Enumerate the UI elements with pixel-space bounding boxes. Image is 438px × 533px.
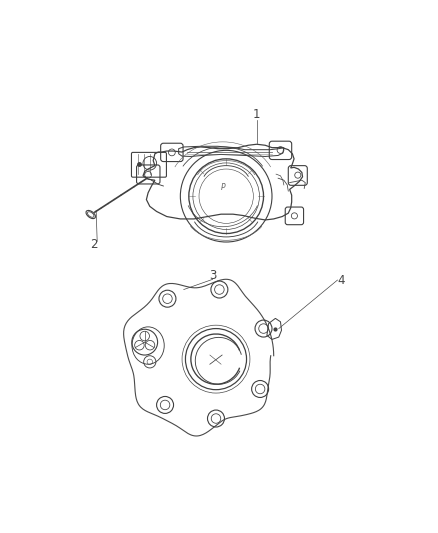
Text: 1: 1 (253, 108, 261, 121)
Text: 2: 2 (90, 238, 98, 251)
Text: P: P (220, 183, 225, 192)
Text: 4: 4 (338, 273, 345, 287)
Text: 3: 3 (209, 269, 216, 282)
